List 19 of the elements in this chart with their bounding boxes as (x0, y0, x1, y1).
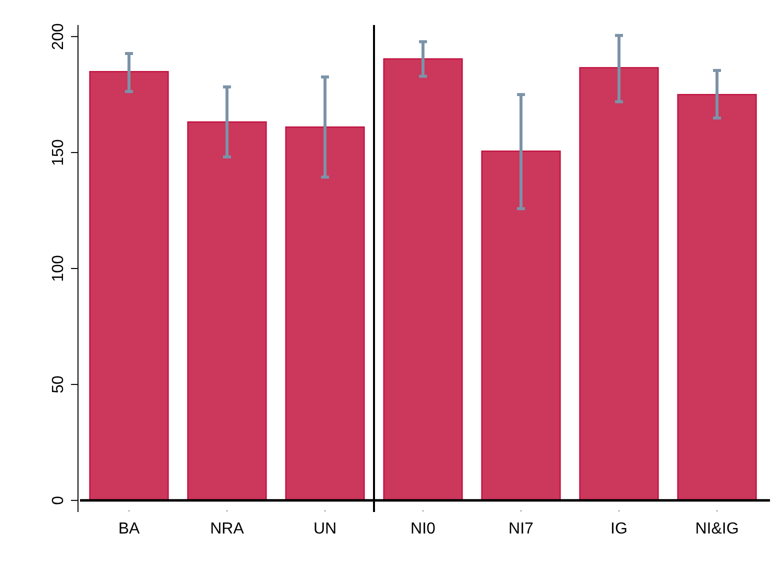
x-tick-label: NI&IG (695, 520, 739, 538)
x-tick-label: NI7 (508, 520, 534, 538)
bar (383, 58, 463, 502)
x-tick-label: UN (313, 520, 337, 538)
y-tick-label: 200 (50, 23, 67, 50)
bar (677, 94, 757, 502)
bar (89, 71, 169, 502)
y-tick-label: 150 (50, 139, 67, 166)
bar (481, 150, 561, 502)
x-tick-label: IG (610, 520, 628, 538)
x-tick-label: NRA (210, 520, 244, 538)
y-tick-label: 50 (50, 375, 67, 394)
bar (285, 126, 365, 502)
y-tick-label: 100 (50, 255, 67, 282)
y-tick-label: 0 (50, 496, 67, 505)
x-tick-label: NI0 (410, 520, 436, 538)
bar (187, 121, 267, 502)
bar (579, 67, 659, 502)
x-tick-label: BA (118, 520, 140, 538)
